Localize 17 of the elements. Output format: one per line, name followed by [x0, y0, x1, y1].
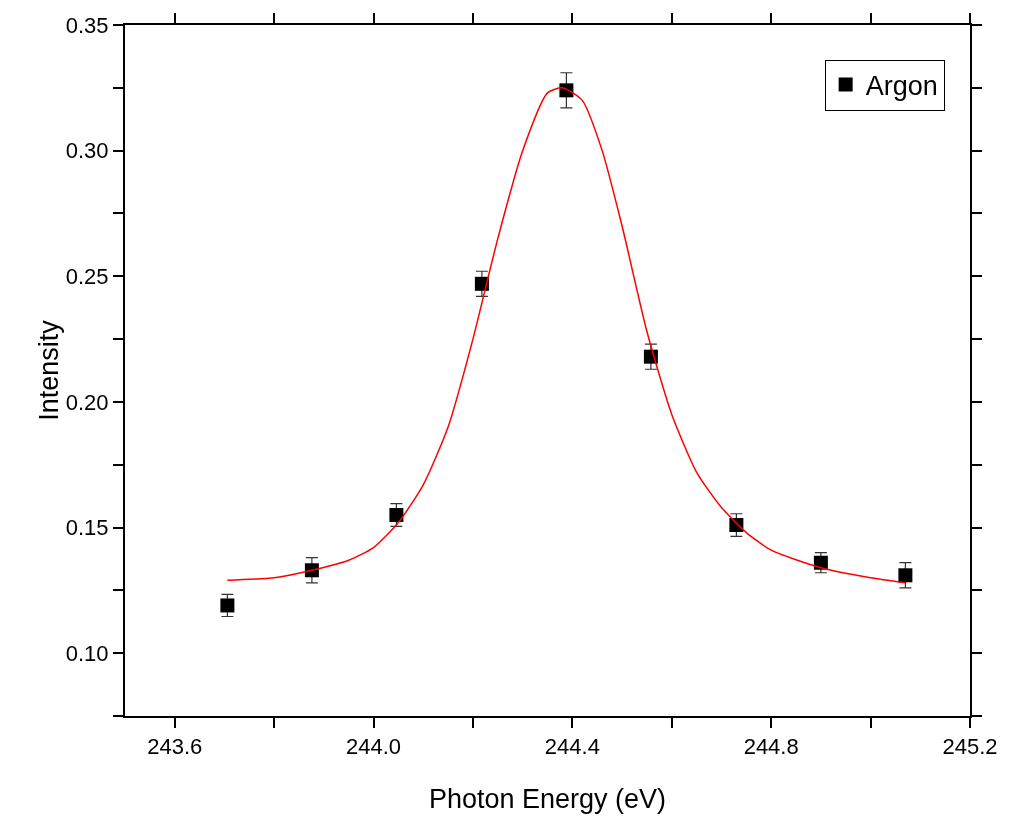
y-tick-label: 0.15 — [65, 515, 109, 541]
x-tick-label: 244.8 — [743, 734, 799, 760]
y-tick-label: 0.35 — [65, 12, 109, 38]
x-tick-label: 243.6 — [147, 734, 203, 760]
legend-label: Argon — [865, 71, 938, 102]
y-tick-label: 0.30 — [65, 138, 109, 164]
x-axis-title: Photon Energy (eV) — [428, 784, 667, 814]
point — [898, 568, 913, 583]
y-tick-label: 0.20 — [65, 389, 109, 415]
x-tick-label: 244.0 — [346, 734, 402, 760]
x-tick-label: 245.2 — [942, 734, 998, 760]
x-tick-label: 244.4 — [544, 734, 600, 760]
point — [389, 507, 404, 522]
y-tick-label: 0.25 — [65, 263, 109, 289]
point — [220, 598, 235, 613]
y-axis-title: Intensity — [33, 319, 64, 421]
y-tick-label: 0.10 — [65, 640, 109, 666]
